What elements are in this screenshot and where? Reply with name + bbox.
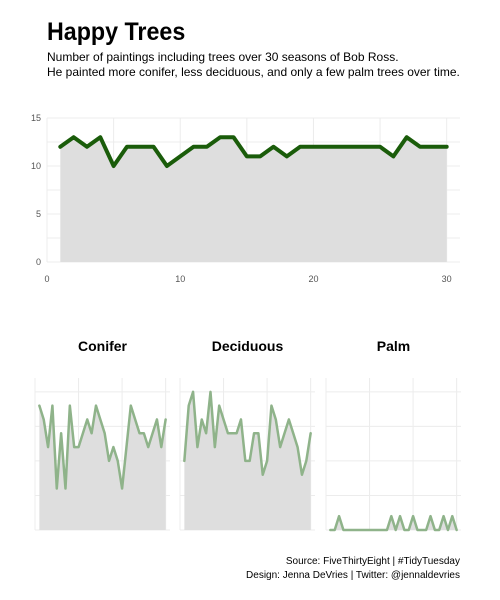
main-ytick-label-3: 15 xyxy=(31,113,41,123)
main-xtick-label-2: 20 xyxy=(308,274,318,284)
facet-deciduous: Deciduous xyxy=(179,338,315,531)
main-xtick-label-3: 30 xyxy=(442,274,452,284)
facet-palm: Palm xyxy=(325,338,461,532)
main-xtick-label-1: 10 xyxy=(175,274,185,284)
chart-title: Happy Trees xyxy=(47,18,186,46)
main-ytick-label-1: 5 xyxy=(36,209,41,219)
facet-title-palm: Palm xyxy=(377,338,410,354)
main-xtick-label-0: 0 xyxy=(44,274,49,284)
facet-conifer-area xyxy=(39,405,166,530)
caption-design: Design: Jenna DeVries | Twitter: @jennal… xyxy=(246,570,460,581)
facet-deciduous-series-line xyxy=(183,390,312,476)
subtitle-line-1: Number of paintings including trees over… xyxy=(47,50,399,64)
main-area xyxy=(60,137,447,262)
facet-conifer: Conifer xyxy=(34,338,170,531)
main-chart: 0 10 20 30 0 5 10 15 xyxy=(31,113,460,284)
facet-title-deciduous: Deciduous xyxy=(212,338,284,354)
main-series-line xyxy=(58,135,449,168)
facet-title-conifer: Conifer xyxy=(78,338,128,354)
subtitle-line-2: He painted more conifer, less deciduous,… xyxy=(47,65,460,79)
main-ytick-label-0: 0 xyxy=(36,257,41,267)
facet-charts: Conifer Deciduous Palm xyxy=(34,338,461,532)
caption-source: Source: FiveThirtyEight | #TidyTuesday xyxy=(285,556,460,567)
facet-palm-series-line xyxy=(329,514,458,532)
facet-conifer-series-line xyxy=(38,404,167,490)
main-ytick-label-2: 10 xyxy=(31,161,41,171)
